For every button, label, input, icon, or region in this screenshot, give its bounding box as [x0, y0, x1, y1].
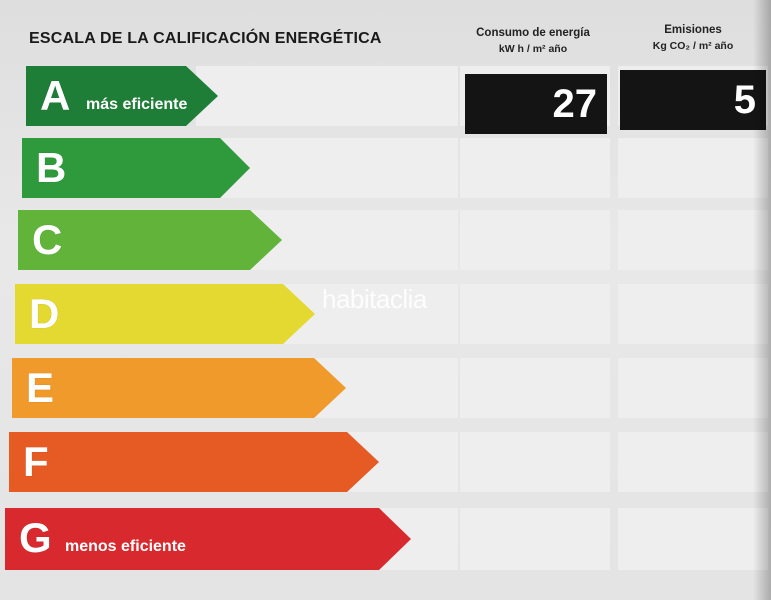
bar-letter: F: [23, 438, 49, 485]
grid-cell: [618, 508, 768, 570]
rating-bar-a: A más eficiente: [26, 66, 226, 126]
bar-letter: E: [26, 364, 55, 411]
emisiones-unit: Kg CO₂ / m² año: [652, 40, 734, 52]
rating-bar-g: G menos eficiente: [5, 508, 415, 570]
bar-shape: [9, 432, 379, 492]
rating-bar-c: C: [18, 210, 288, 270]
consumo-label: Consumo de energía: [476, 27, 590, 39]
bar-shape: [26, 66, 218, 126]
bar-note: más eficiente: [86, 96, 188, 113]
grid-cell: [618, 284, 768, 344]
bar-letter: A: [40, 72, 71, 119]
grid-cell: [196, 66, 458, 126]
bar-note: menos eficiente: [65, 538, 186, 555]
scale-title: ESCALA DE LA CALIFICACIÓN ENERGÉTICA: [29, 30, 382, 47]
grid-cell: [460, 508, 610, 570]
emisiones-value: 5: [733, 78, 756, 122]
grid-cell: [460, 358, 610, 418]
bar-shape: [15, 284, 315, 344]
bar-letter: G: [19, 514, 52, 561]
tag-shape: [465, 74, 607, 134]
consumo-unit: kW h / m² año: [498, 43, 568, 55]
grid-cell: [618, 210, 768, 270]
consumo-header: Consumo de energía kW h / m² año: [458, 25, 608, 57]
emisiones-header: Emisiones Kg CO₂ / m² año: [618, 22, 768, 54]
grid-cell: [460, 138, 610, 198]
emisiones-label: Emisiones: [664, 24, 722, 36]
bar-letter: D: [29, 290, 60, 337]
rating-bar-e: E: [12, 358, 352, 418]
bar-letter: C: [32, 216, 63, 263]
consumo-rating-tag: 27: [465, 74, 607, 134]
grid-cell: [618, 138, 768, 198]
bar-letter: B: [36, 144, 67, 191]
grid-cell: [460, 432, 610, 492]
rating-bar-b: B: [22, 138, 262, 198]
consumo-value: 27: [552, 82, 598, 126]
bar-shape: [5, 508, 411, 570]
page-edge-shadow: [753, 0, 771, 600]
grid-cell: [460, 284, 610, 344]
emisiones-rating-tag: 5: [620, 70, 766, 130]
bar-shape: [18, 210, 282, 270]
tag-shape: [620, 70, 766, 130]
grid-cell: [618, 432, 768, 492]
bar-shape: [22, 138, 250, 198]
grid-cell: [460, 210, 610, 270]
grid-cell: [618, 358, 768, 418]
rating-bar-f: F: [9, 432, 384, 492]
rating-bar-d: D: [15, 284, 320, 344]
watermark: habitaclia: [322, 284, 427, 314]
bar-shape: [12, 358, 346, 418]
